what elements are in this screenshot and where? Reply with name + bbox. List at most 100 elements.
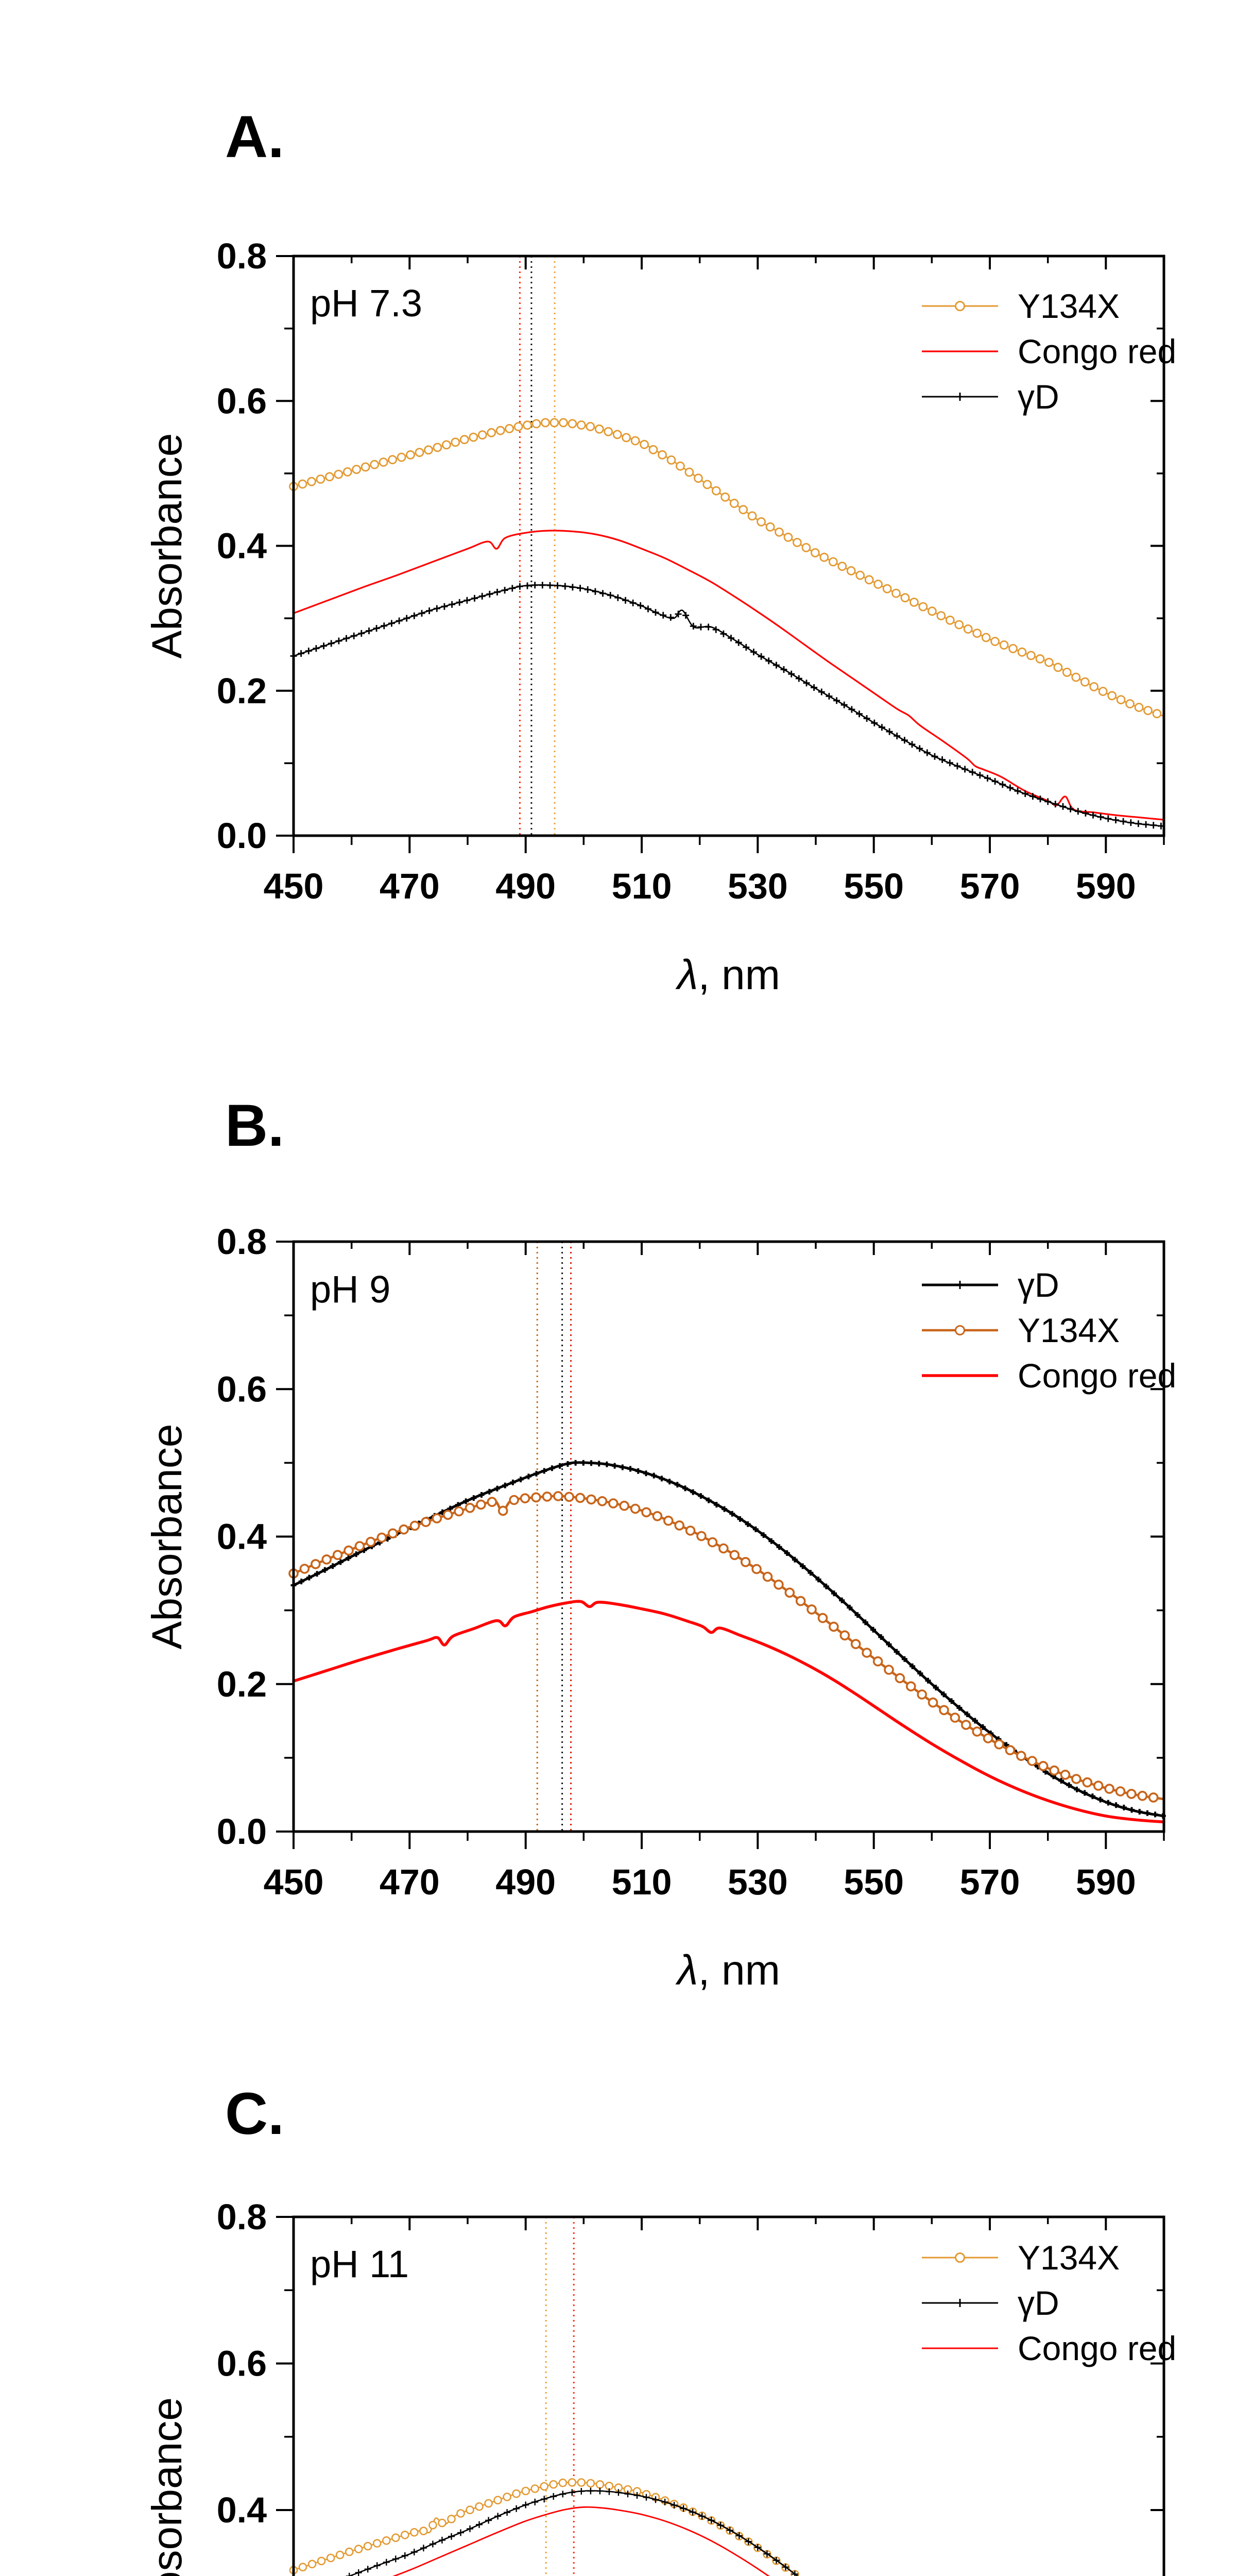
circle-marker: [775, 527, 784, 537]
circle-marker: [747, 511, 757, 521]
circle-marker: [751, 1564, 762, 1574]
circle-marker: [994, 1739, 1004, 1750]
circle-marker: [1080, 677, 1090, 687]
x-tick-label: 590: [1076, 866, 1136, 906]
circle-marker: [757, 517, 766, 527]
circle-marker: [1152, 709, 1162, 719]
series-line-3: [292, 1600, 1165, 1824]
circle-marker: [963, 624, 973, 634]
circle-marker: [465, 1503, 475, 1513]
legend-circle-marker: [955, 301, 965, 311]
circle-marker: [447, 2515, 456, 2523]
circle-marker: [895, 1673, 905, 1684]
x-axis-title: λ, nm: [675, 1947, 780, 1994]
circle-marker: [839, 1630, 850, 1641]
circle-marker: [406, 450, 415, 460]
circle-marker: [666, 455, 676, 465]
y-tick-label: 0.2: [217, 671, 267, 711]
x-tick-label: 570: [960, 866, 1020, 906]
series-line-2: [293, 530, 1165, 821]
legend-item: γD: [922, 378, 1059, 416]
circle-marker: [872, 1656, 883, 1667]
panel-letter: B.: [225, 1093, 284, 1159]
circle-marker: [882, 584, 892, 594]
circle-marker: [739, 505, 748, 515]
circle-marker: [1125, 699, 1135, 708]
circle-marker: [307, 477, 316, 486]
circle-marker: [542, 1492, 553, 1502]
circle-marker: [493, 2496, 502, 2505]
series-circle-markers-1: [289, 418, 1162, 719]
circle-marker: [586, 2479, 595, 2488]
circle-marker: [837, 562, 847, 571]
circle-marker: [442, 440, 451, 450]
circle-marker: [864, 575, 874, 585]
panel-C: C.pH 11Absorbanceλ, nm450470490510530550…: [144, 2081, 1176, 2576]
circle-marker: [619, 1500, 629, 1511]
circle-marker: [961, 1720, 971, 1730]
circle-marker: [1008, 644, 1018, 653]
x-tick-label: 570: [960, 1862, 1020, 1902]
circle-marker: [298, 2563, 307, 2572]
y-tick-label: 0.8: [217, 236, 267, 276]
legend-item: Y134X: [922, 1311, 1120, 1349]
x-tick-label: 450: [264, 866, 324, 906]
circle-marker: [829, 1621, 839, 1632]
circle-marker: [451, 437, 460, 447]
circle-marker: [505, 424, 514, 433]
circle-marker: [972, 1726, 982, 1737]
circle-marker: [400, 2530, 409, 2539]
circle-marker: [530, 2484, 539, 2493]
circle-marker: [1107, 691, 1117, 701]
y-tick-label: 0.4: [217, 2490, 267, 2530]
circle-marker: [326, 2553, 335, 2563]
circle-marker: [523, 420, 532, 430]
circle-marker: [694, 473, 703, 483]
circle-marker: [379, 457, 388, 467]
circle-marker: [586, 1494, 596, 1505]
circle-marker: [817, 1613, 828, 1623]
circle-marker: [382, 2536, 391, 2545]
circle-marker: [484, 2499, 493, 2508]
circle-marker: [1016, 1751, 1026, 1761]
circle-marker: [711, 486, 721, 496]
circle-marker: [531, 419, 541, 429]
circle-marker: [549, 2480, 558, 2489]
y-axis-title: Absorbance: [144, 433, 191, 659]
circle-marker: [575, 1493, 586, 1503]
circle-marker: [299, 1564, 310, 1574]
circle-marker: [334, 469, 344, 479]
y-tick-label: 0.2: [217, 1664, 267, 1704]
circle-marker: [559, 418, 568, 428]
circle-marker: [325, 472, 334, 482]
y-tick-label: 0.0: [217, 1811, 267, 1852]
circle-marker: [459, 435, 469, 445]
legend-plus-marker: [956, 393, 964, 401]
circle-marker: [762, 1571, 773, 1582]
circle-marker: [1134, 703, 1144, 712]
circle-marker: [317, 2556, 326, 2566]
circle-marker: [801, 543, 811, 552]
legend-label: Y134X: [1018, 1311, 1120, 1349]
circle-marker: [513, 422, 523, 431]
circle-marker: [456, 2509, 465, 2518]
circle-marker: [1026, 651, 1036, 660]
circle-marker: [442, 1510, 453, 1520]
circle-marker: [936, 611, 946, 620]
panel-B: B. pH 9 Absorbance λ, nm 450 470 490 510 530 550 5…: [144, 1093, 1176, 1994]
circle-marker: [521, 2486, 530, 2496]
panel-A: A. pH 7.3 Absorbance λ, nm 450 470 490 510 530 55…: [144, 104, 1176, 998]
circle-marker: [541, 418, 550, 428]
circle-marker: [674, 1520, 684, 1531]
circle-marker: [648, 445, 658, 454]
circle-marker: [1044, 657, 1054, 667]
circle-marker: [819, 552, 829, 562]
circle-marker: [729, 499, 739, 508]
circle-marker: [438, 2518, 447, 2528]
circle-marker: [806, 1604, 817, 1615]
legend-label: Y134X: [1018, 287, 1120, 325]
legend-label: Congo red: [1018, 2329, 1176, 2367]
legend-label: γD: [1018, 378, 1059, 416]
y-tick-label: 0.8: [217, 2197, 267, 2237]
circle-marker: [1115, 1786, 1126, 1797]
